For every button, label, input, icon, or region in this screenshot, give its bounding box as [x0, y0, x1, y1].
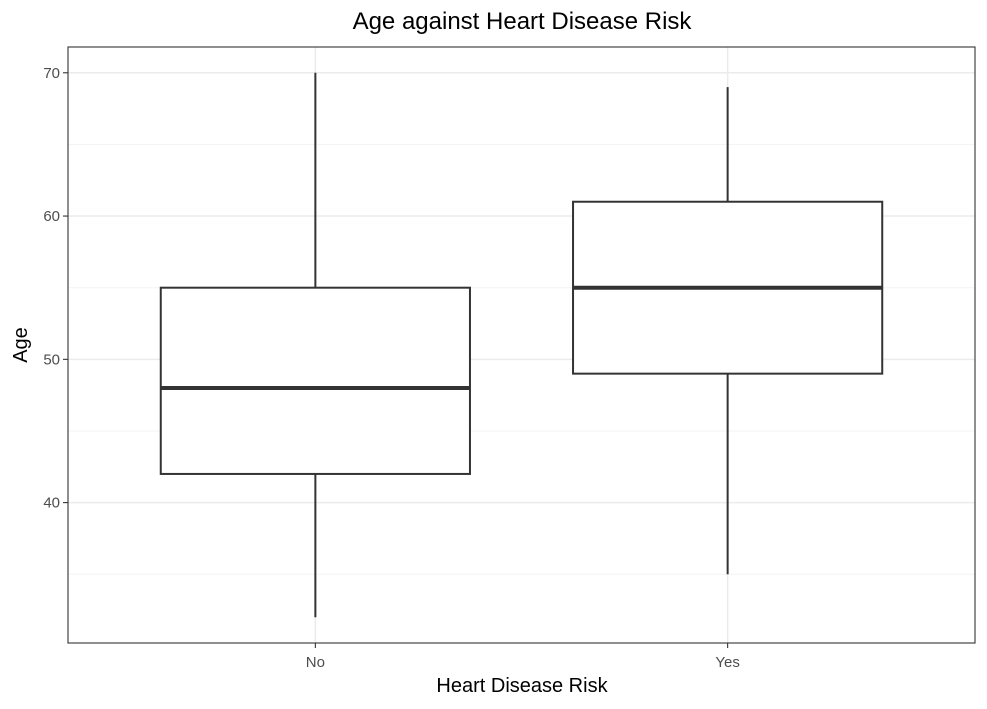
y-tick-label: 60 [43, 208, 60, 225]
interquartile-box [159, 286, 471, 475]
x-axis: No Yes [306, 643, 740, 671]
panel-border [67, 46, 976, 644]
y-axis: 40 50 60 70 [43, 65, 68, 512]
box-series [159, 72, 884, 618]
box-yes [572, 87, 884, 575]
x-tick-label: Yes [715, 654, 739, 671]
x-axis-title: Heart Disease Risk [436, 675, 608, 697]
y-tick-label: 70 [43, 65, 60, 82]
y-tick-label: 40 [43, 495, 60, 512]
y-axis-title: Age [10, 327, 32, 363]
x-tick-label: No [306, 654, 325, 671]
y-tick-label: 50 [43, 351, 60, 368]
box-no [159, 72, 471, 618]
chart-title: Age against Heart Disease Risk [353, 8, 693, 35]
